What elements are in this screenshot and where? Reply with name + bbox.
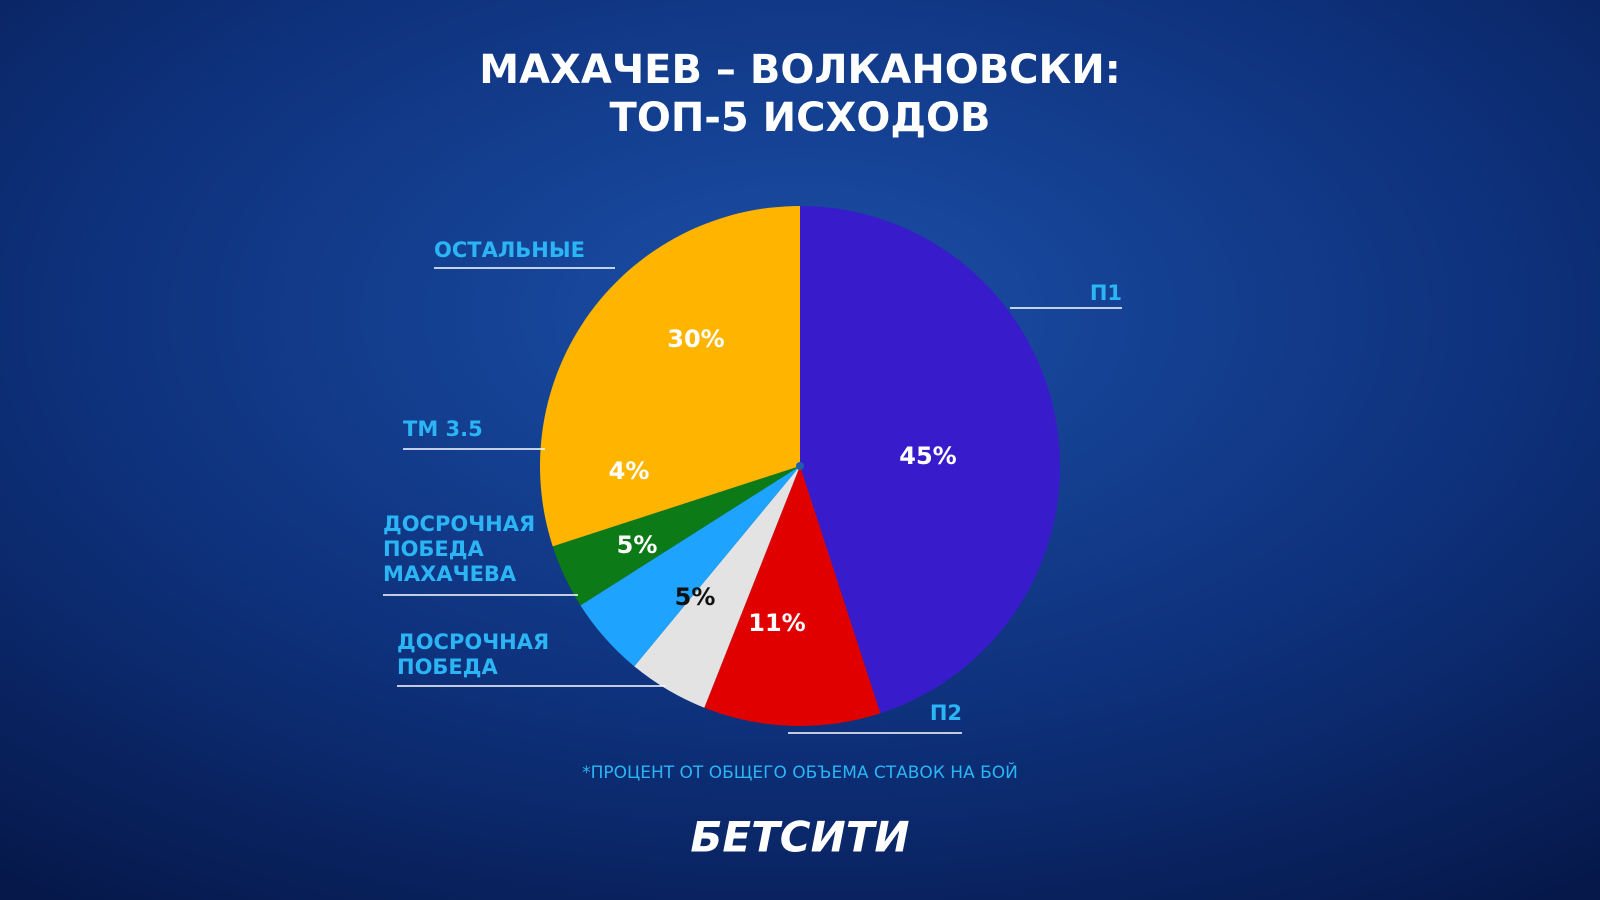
legend-label: П1 (1090, 281, 1122, 305)
pie-slice (704, 466, 881, 727)
chart-title: МАХАЧЕВ – ВОЛКАНОВСКИ: (479, 47, 1120, 93)
chart-title: ТОП-5 ИСХОДОВ (610, 95, 991, 141)
brand-logo: БЕТСИТИ (690, 813, 909, 862)
legend-label: П2 (930, 701, 962, 725)
legend-label: ДОСРОЧНАЯ ПОБЕДА МАХАЧЕВА (383, 512, 535, 586)
value-label: 30% (667, 325, 724, 353)
value-label: 11% (748, 609, 805, 637)
legend-label: ОСТАЛЬНЫЕ (434, 238, 585, 262)
value-label: 4% (609, 457, 650, 485)
value-label: 5% (675, 583, 716, 611)
pie-slice (539, 206, 800, 547)
pie-center (796, 462, 804, 470)
pie-slice (580, 466, 800, 667)
footnote: *ПРОЦЕНТ ОТ ОБЩЕГО ОБЪЕМА СТАВОК НА БОЙ (582, 761, 1018, 783)
pie-slice (800, 206, 1061, 714)
value-label: 5% (617, 531, 658, 559)
legend-label: ДОСРОЧНАЯ ПОБЕДА (397, 630, 549, 679)
value-label: 45% (899, 442, 956, 470)
pie-slice (634, 466, 800, 708)
pie-slice (552, 466, 800, 606)
legend-label: ТМ 3.5 (403, 417, 483, 441)
